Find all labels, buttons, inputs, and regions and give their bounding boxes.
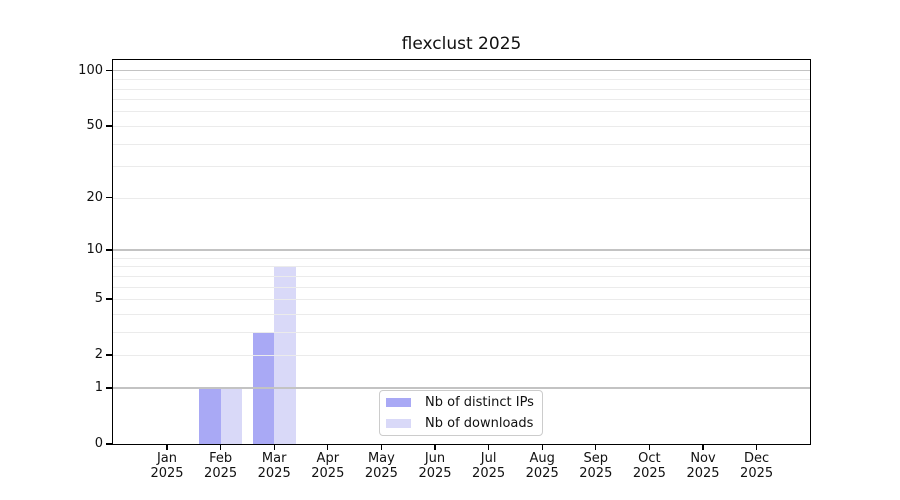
x-tick-mar [273, 444, 275, 450]
legend-label-downloads: Nb of downloads [425, 416, 534, 431]
plot-area: 0 1 2 5 10 20 50 100 Jan 2025 Feb 2025 Mar 2025 Apr 20… [78, 59, 811, 481]
x-tick-oct [648, 444, 651, 450]
x-label-month: Jul [480, 451, 497, 466]
x-label-month: Dec [744, 451, 770, 466]
bar-feb-downloads [220, 387, 243, 444]
x-label-year: 2025 [525, 466, 559, 481]
x-label-dec: Dec 2025 [717, 451, 797, 481]
y-label-2: 2 [94, 347, 103, 363]
x-label-year: 2025 [257, 466, 291, 481]
legend-swatch-distinct-ips [386, 398, 411, 407]
x-tick-feb [219, 444, 222, 450]
x-label-year: 2025 [204, 466, 238, 481]
x-label-year: 2025 [579, 466, 613, 481]
chart-title: flexclust 2025 [401, 34, 522, 54]
x-label-mar: Mar 2025 [234, 451, 314, 481]
x-label-sep: Sep 2025 [556, 451, 636, 481]
x-label-year: 2025 [472, 466, 506, 481]
x-tick-sep [595, 444, 597, 450]
x-label-year: 2025 [740, 466, 774, 481]
x-label-month: Aug [529, 451, 555, 466]
x-label-apr: Apr 2025 [288, 451, 368, 481]
x-tick-dec [755, 444, 758, 450]
legend-label-distinct-ips: Nb of distinct IPs [425, 395, 534, 410]
legend-swatch-downloads [386, 419, 411, 428]
y-tick-10 [106, 249, 113, 251]
legend-item-distinct-ips: Nb of distinct IPs [380, 393, 542, 412]
y-axis: 0 1 2 5 10 20 50 100 [78, 60, 810, 451]
x-label-month: Sep [583, 451, 609, 466]
y-label-50: 50 [86, 117, 103, 133]
y-label-0: 0 [94, 436, 103, 451]
x-label-feb: Feb 2025 [181, 451, 261, 481]
y-tick-100 [106, 70, 113, 72]
legend-item-downloads: Nb of downloads [380, 414, 542, 433]
x-label-year: 2025 [364, 466, 398, 481]
x-label-month: Jan [156, 451, 178, 466]
y-tick-2 [106, 354, 113, 356]
x-label-month: Mar [261, 451, 287, 466]
x-label-month: Nov [690, 451, 716, 466]
x-label-jul: Jul 2025 [449, 451, 529, 481]
x-label-year: 2025 [311, 466, 345, 481]
x-label-jun: Jun 2025 [395, 451, 475, 481]
x-label-month: Jun [424, 451, 446, 466]
x-label-jan: Jan 2025 [127, 451, 207, 481]
x-label-year: 2025 [632, 466, 666, 481]
x-label-may: May 2025 [341, 451, 421, 481]
x-tick-apr [327, 444, 329, 450]
x-tick-aug [541, 444, 543, 450]
y-label-1: 1 [94, 379, 103, 395]
x-label-nov: Nov 2025 [663, 451, 743, 481]
y-tick-0 [106, 443, 113, 445]
y-tick-5 [106, 298, 113, 300]
x-tick-jun [434, 444, 436, 450]
bar-feb-distinct-ips [199, 387, 221, 444]
x-tick-jan [166, 444, 168, 450]
bars-layer [113, 60, 810, 444]
x-label-aug: Aug 2025 [502, 451, 582, 481]
y-label-20: 20 [86, 189, 103, 205]
legend: Nb of distinct IPs Nb of downloads [379, 390, 543, 436]
x-tick-nov [702, 444, 704, 450]
x-label-month: Apr [316, 451, 340, 466]
x-axis: Jan 2025 Feb 2025 Mar 2025 Apr 2025 May 2025 Jun 20… [113, 60, 810, 481]
y-tick-20 [106, 197, 113, 199]
x-label-year: 2025 [686, 466, 720, 481]
bar-mar-distinct-ips [252, 331, 275, 444]
x-label-month: May [367, 451, 395, 466]
x-label-month: Feb [209, 451, 233, 466]
x-tick-may [380, 444, 383, 450]
bar-mar-downloads [274, 266, 296, 444]
y-label-5: 5 [94, 291, 103, 307]
x-label-month: Oct [638, 451, 661, 466]
y-tick-50 [106, 125, 113, 127]
x-tick-jul [487, 444, 490, 450]
y-tick-1 [106, 387, 113, 389]
y-label-10: 10 [86, 242, 103, 258]
y-label-100: 100 [78, 62, 103, 78]
x-label-year: 2025 [150, 466, 184, 481]
x-label-oct: Oct 2025 [609, 451, 689, 481]
x-label-year: 2025 [418, 466, 452, 481]
